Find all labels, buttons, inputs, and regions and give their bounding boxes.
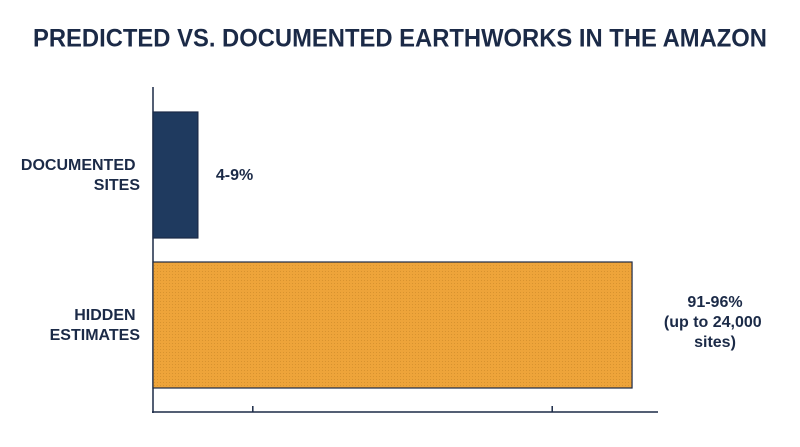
value-label: 4-9%	[216, 167, 253, 184]
bar	[152, 111, 199, 239]
chart-title: PREDICTED VS. DOCUMENTED EARTHWORKS IN T…	[33, 25, 767, 53]
bar-texture	[153, 262, 633, 388]
y-tick-label: DOCUMENTED SITES	[21, 157, 140, 194]
annotation: (up to 24,000 sites)	[664, 314, 766, 351]
y-tick-label: HIDDEN ESTIMATES	[50, 307, 141, 344]
value-label: 91-96%	[687, 294, 742, 311]
